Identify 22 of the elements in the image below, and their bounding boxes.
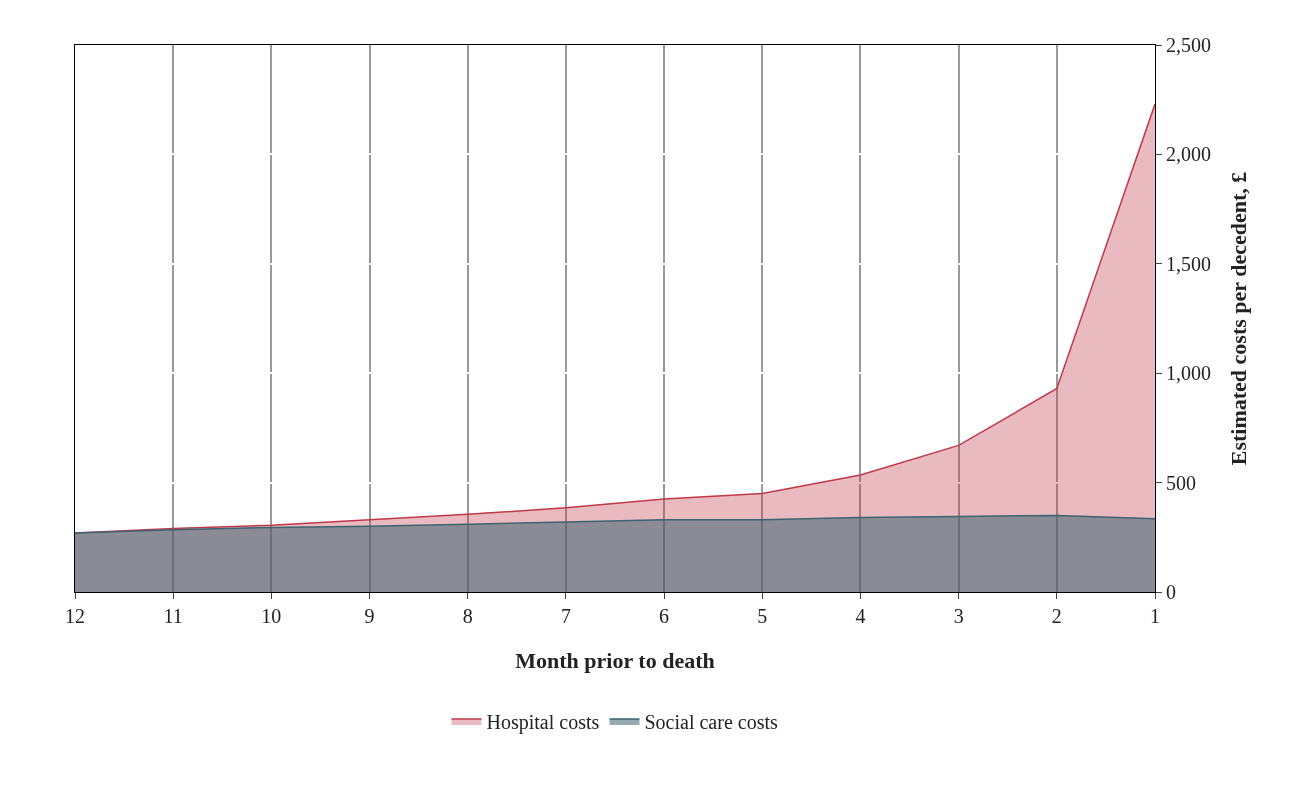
y-tick-label: 1,000 [1166, 362, 1211, 385]
legend-label: Social care costs [644, 710, 778, 733]
x-tick-label: 2 [1051, 605, 1062, 627]
x-tick-label: 5 [757, 605, 768, 627]
legend-label: Hospital costs [486, 710, 600, 734]
y-tick-label: 1,500 [1166, 252, 1211, 275]
x-axis-title: Month prior to death [515, 648, 715, 673]
y-axis-title: Estimated costs per decedent, £ [1225, 171, 1251, 466]
x-tick-label: 4 [855, 605, 866, 627]
x-tick-label: 11 [163, 605, 183, 627]
x-tick-label: 8 [462, 605, 473, 627]
y-tick-label: 2,500 [1166, 34, 1211, 56]
x-tick-label: 12 [65, 605, 85, 627]
x-tick-label: 1 [1150, 605, 1160, 627]
x-tick-label: 7 [560, 605, 571, 627]
x-tick-label: 9 [364, 605, 375, 627]
x-tick-label: 10 [261, 605, 282, 627]
y-tick-label: 500 [1166, 471, 1196, 494]
y-tick-label: 0 [1166, 581, 1176, 603]
x-tick-label: 6 [659, 605, 670, 627]
y-tick-label: 2,000 [1166, 143, 1211, 166]
x-tick-label: 3 [953, 605, 964, 627]
